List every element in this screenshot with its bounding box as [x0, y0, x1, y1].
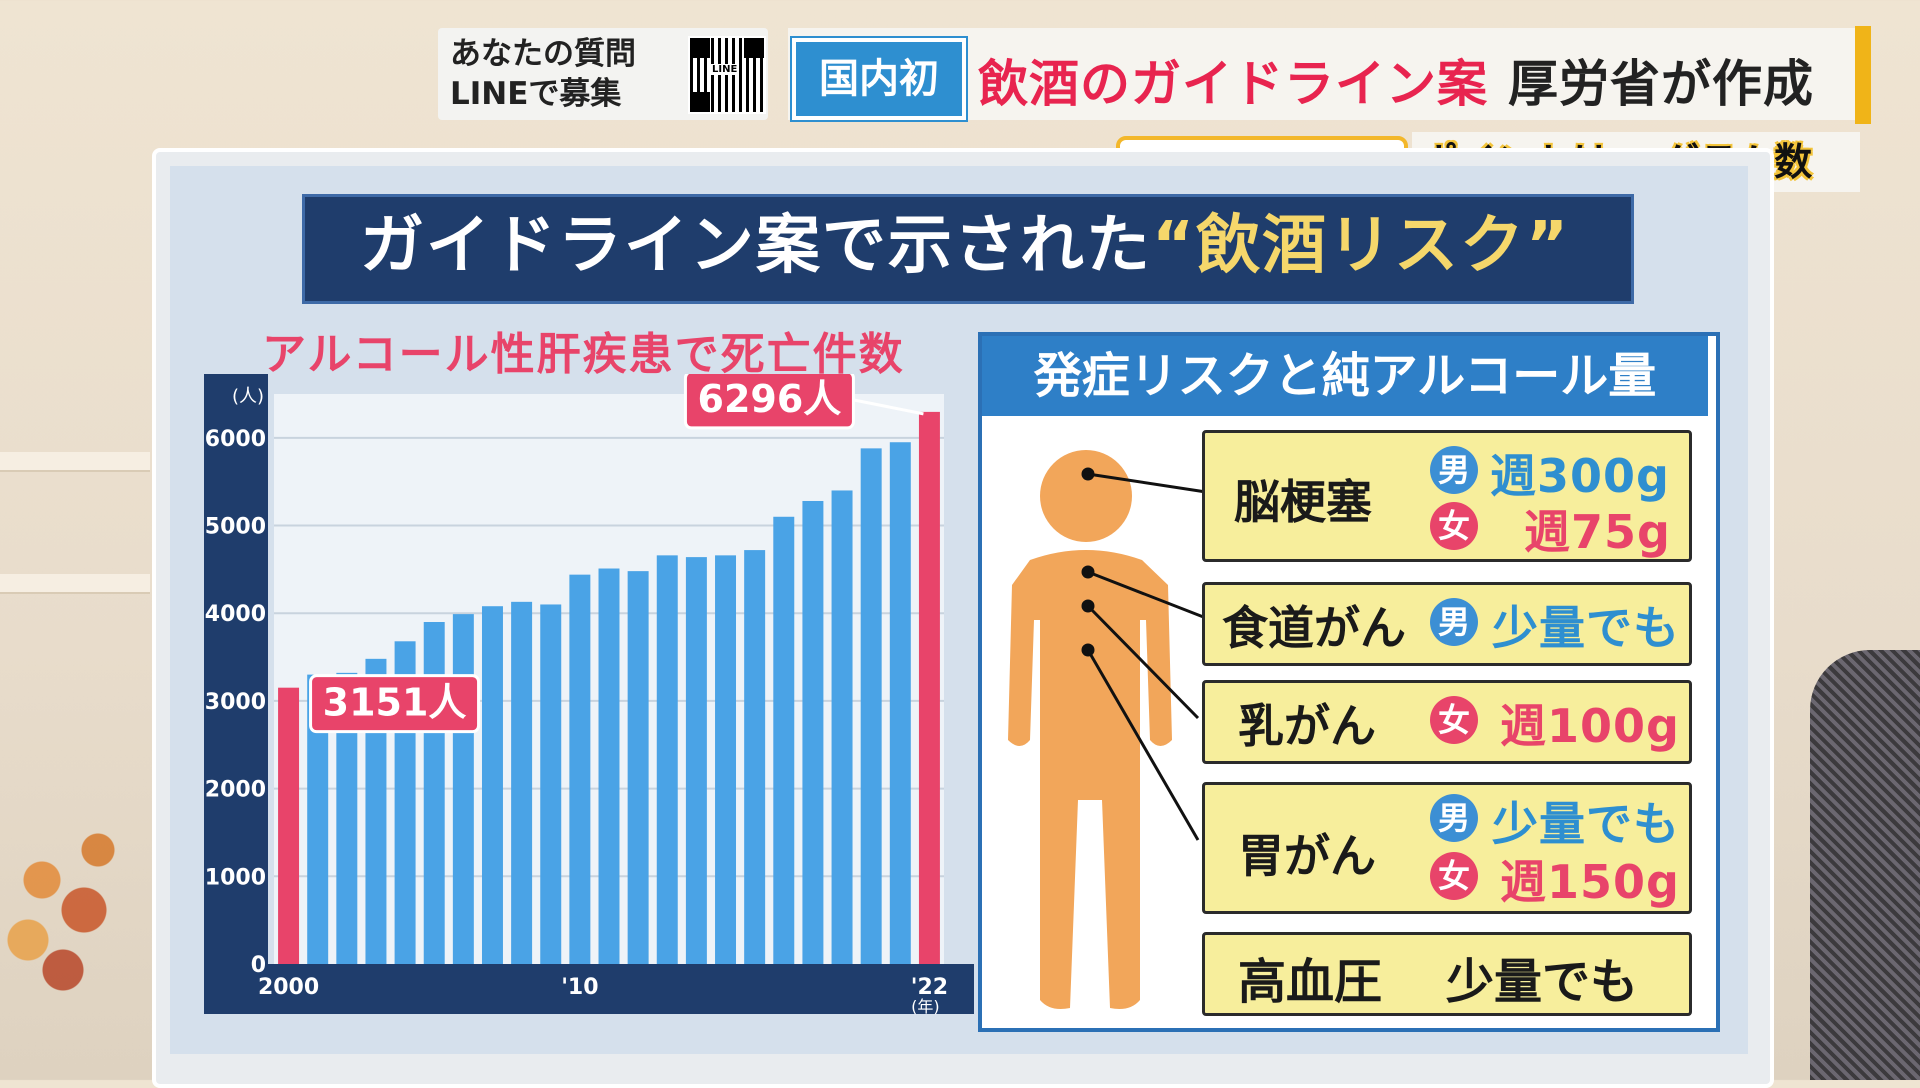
organ-label: 乳がん [1238, 699, 1376, 753]
bar [511, 601, 533, 964]
organ-label: 高血圧 [1238, 954, 1383, 1010]
bar-chart-svg: 0 1000 2000 3000 4000 5000 6000 (人) 2000 '10 '22(年… [204, 374, 974, 1016]
bar [365, 658, 387, 964]
bar [889, 442, 911, 964]
y-tick-label: 2000 [205, 778, 266, 803]
risk-panel-header: 発症リスクと純アルコール量 [982, 336, 1708, 416]
female-mark: 女 [1430, 852, 1478, 900]
wall-molding [0, 574, 150, 594]
headline-black-text: 厚労省が作成 [1508, 55, 1814, 113]
risk-amount: 週75g [1524, 505, 1671, 559]
bar [860, 448, 882, 964]
question-line-1: あなたの質問 [450, 36, 636, 72]
bar [715, 555, 737, 964]
y-tick-label: 4000 [205, 602, 266, 627]
female-mark: 女 [1430, 696, 1478, 744]
bar [831, 490, 853, 964]
flower-decoration [0, 800, 140, 1000]
y-tick-label: 6000 [205, 427, 266, 452]
bar-chart: 0 1000 2000 3000 4000 5000 6000 (人) 2000 '10 '22 (年… [204, 374, 984, 1026]
first-domestic-badge: 国内初 [792, 38, 966, 120]
line-question-box: あなたの質問 LINEで募集 LINE [438, 28, 768, 120]
question-text: あなたの質問 LINEで募集 [450, 34, 636, 114]
bar [744, 550, 766, 964]
human-figure-icon [1008, 450, 1172, 1009]
risk-amount: 週150g [1500, 855, 1680, 909]
risk-amount: 少量でも [1492, 797, 1680, 851]
bar [423, 622, 445, 964]
headline-red-text: 飲酒のガイドライン案 [978, 55, 1488, 113]
x-tick-label: '10 [561, 975, 598, 1000]
male-mark: 男 [1430, 446, 1478, 494]
data-label: 6296人 [698, 377, 842, 421]
bar [569, 574, 591, 964]
bar [452, 614, 474, 964]
chart-title: アルコール性肝疾患で死亡件数 [262, 329, 905, 380]
bar [685, 557, 707, 964]
x-axis-label: (年) [911, 997, 940, 1016]
bar [773, 516, 795, 964]
x-tick-label: 2000 [258, 975, 319, 1000]
male-mark: 男 [1430, 794, 1478, 842]
data-label-leader [853, 398, 924, 416]
organ-label: 食道がん [1222, 601, 1406, 655]
board-title-highlight: “飲酒リスク” [1151, 209, 1571, 283]
organ-label: 脳梗塞 [1234, 475, 1372, 529]
male-mark: 男 [1430, 598, 1478, 646]
x-tick-label: '22 [911, 975, 948, 1000]
risk-box-hypertension [1202, 932, 1692, 1016]
bar [918, 411, 940, 964]
y-tick-label: 5000 [205, 515, 266, 540]
board-title: ガイドライン案で示された“飲酒リスク” [302, 194, 1628, 298]
bar [802, 500, 824, 964]
risk-amount: 週300g [1490, 449, 1670, 503]
headline-accent [1855, 26, 1871, 124]
headline-bar [788, 28, 1868, 120]
risk-box-breast [1202, 680, 1692, 764]
risk-amount: 少量でも [1492, 601, 1680, 655]
board-title-bar [302, 194, 1634, 304]
risk-amount: 週100g [1500, 699, 1680, 753]
board-title-main: ガイドライン案で示された [359, 209, 1152, 283]
data-label-box [309, 674, 481, 734]
y-tick-label: 1000 [205, 865, 266, 890]
risk-amount: 少量でも [1446, 954, 1639, 1010]
bar [481, 606, 503, 964]
y-axis-label: (人) [232, 386, 264, 407]
bar [278, 687, 300, 964]
bar [336, 672, 358, 964]
qr-label: LINE [710, 64, 740, 75]
bar [627, 571, 649, 964]
presenter-sleeve [1810, 650, 1920, 1080]
x-axis-band [204, 964, 974, 1014]
bar [307, 674, 329, 964]
connector-lines [1081, 467, 1207, 841]
qr-code-icon [688, 36, 766, 114]
y-tick-label: 0 [251, 953, 266, 978]
bar [540, 604, 562, 964]
female-mark: 女 [1430, 502, 1478, 550]
wall-molding [0, 452, 150, 472]
bar [656, 555, 678, 964]
y-axis-band [204, 374, 268, 1014]
question-line-2: LINEで募集 [450, 76, 622, 112]
data-label: 3151人 [323, 681, 467, 725]
bar [598, 568, 620, 964]
organ-label: 胃がん [1238, 829, 1376, 883]
y-tick-label: 3000 [205, 690, 266, 715]
